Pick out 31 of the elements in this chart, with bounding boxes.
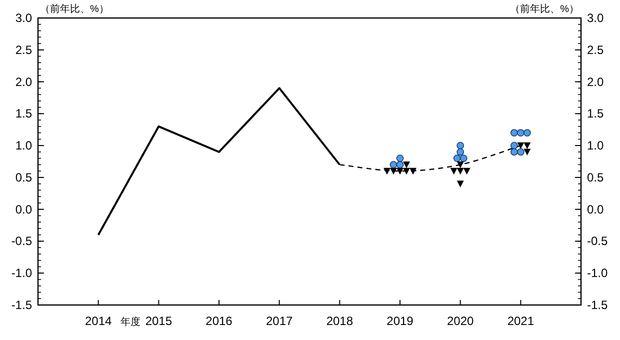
xtick: 2016 <box>206 314 232 328</box>
y2label: （前年比、%） <box>510 4 579 15</box>
y2tick: -1.5 <box>587 298 608 312</box>
ytick: -1.5 <box>11 298 32 312</box>
annotation: 年度 <box>120 317 140 328</box>
y2tick: 1.0 <box>587 138 604 153</box>
xtick: 2018 <box>326 314 354 328</box>
xtick: 2015 <box>145 314 172 328</box>
ytick: 2.5 <box>15 42 32 57</box>
y2tick: 0.5 <box>587 170 604 184</box>
y2tick: 1.5 <box>587 106 604 121</box>
y2tick: 0.0 <box>587 202 604 216</box>
ytick: 1.0 <box>15 138 32 153</box>
ytick: 2.0 <box>15 74 32 89</box>
xtick: 2017 <box>266 314 293 328</box>
ytick: -0.5 <box>11 234 32 248</box>
xtick: 2020 <box>446 314 474 328</box>
ytick: 3.0 <box>15 11 32 25</box>
ytick: 1.5 <box>15 106 32 121</box>
xtick: 2019 <box>386 314 414 328</box>
y2tick: -0.5 <box>587 234 608 248</box>
y2tick: 2.0 <box>587 74 604 89</box>
ytick: 0.0 <box>15 202 32 216</box>
ytick: 0.5 <box>15 170 32 184</box>
xtick: 2021 <box>507 314 534 328</box>
ytick: -1.0 <box>11 266 32 280</box>
y2tick: -1.0 <box>587 266 608 280</box>
y2tick: 3.0 <box>587 11 604 25</box>
xtick: 2014 <box>84 314 112 328</box>
y2tick: 2.5 <box>587 42 604 57</box>
ylabel: （前年比、%） <box>40 4 109 15</box>
